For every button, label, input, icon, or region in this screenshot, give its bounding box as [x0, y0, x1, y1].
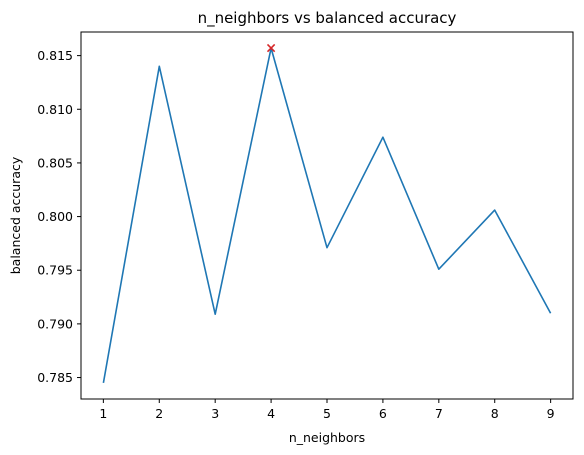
x-tick-label: 5: [323, 406, 331, 421]
y-tick-label: 0.815: [37, 48, 73, 63]
y-tick-label: 0.800: [37, 209, 73, 224]
x-tick-label: 6: [379, 406, 387, 421]
series-line: [102, 47, 552, 384]
x-tick-label: 8: [491, 406, 499, 421]
y-axis-label: balanced accuracy: [8, 156, 23, 274]
chart-title: n_neighbors vs balanced accuracy: [198, 9, 457, 28]
marker-stroke: [266, 43, 276, 53]
x-tick-label: 9: [547, 406, 555, 421]
y-axis: 0.785 0.790 0.795 0.800 0.805 0.810 0.815: [37, 48, 81, 385]
plot-area-frame: [80, 31, 574, 400]
y-tick-label: 0.795: [37, 263, 73, 278]
x-tick-label: 1: [99, 406, 107, 421]
y-tick-label: 0.790: [37, 316, 73, 331]
y-tick-label: 0.785: [37, 370, 73, 385]
x-tick-label: 2: [155, 406, 163, 421]
best-point-marker: [266, 43, 276, 53]
x-tick-label: 7: [435, 406, 443, 421]
x-tick-label: 3: [211, 406, 219, 421]
x-axis-label: n_neighbors: [289, 430, 365, 445]
y-tick-label: 0.810: [37, 102, 73, 117]
x-axis: 1 2 3 4 5 6 7 8 9: [99, 399, 555, 421]
y-tick-label: 0.805: [37, 155, 73, 170]
x-tick-label: 4: [267, 406, 275, 421]
